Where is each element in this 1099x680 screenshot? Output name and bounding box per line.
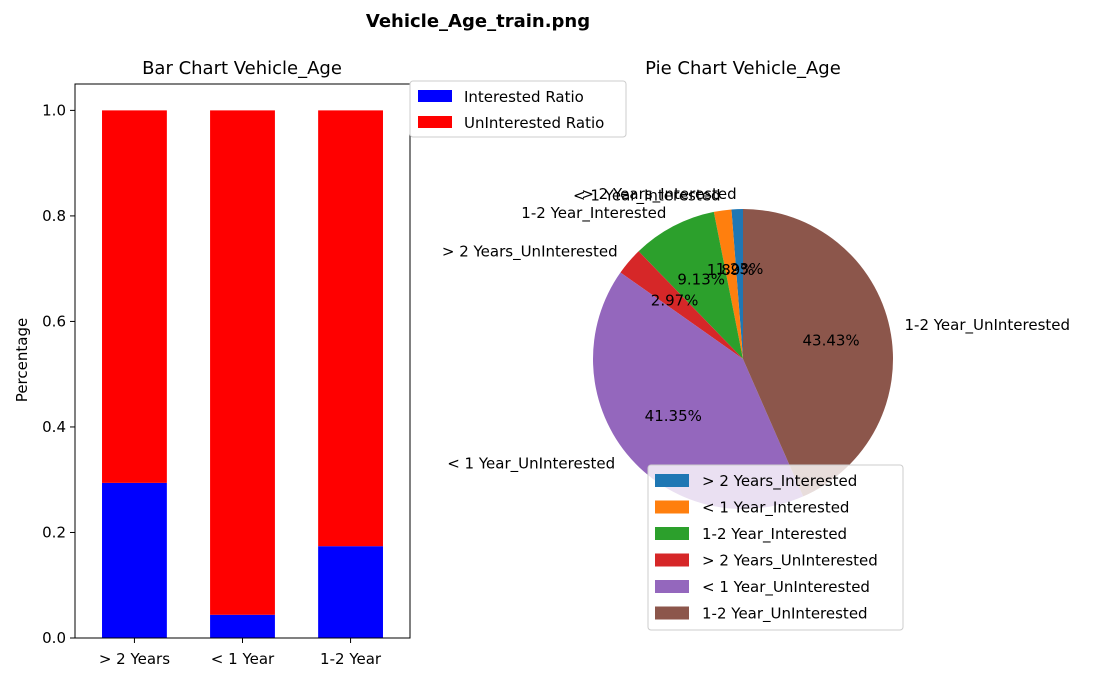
bar-legend-frame: [409, 80, 627, 138]
bar-chart: Bar Chart Vehicle_Age Percentage 0.00.20…: [13, 58, 411, 668]
pie-slice: [593, 272, 804, 509]
bar-uninterested: [210, 110, 275, 615]
pie-slice: [638, 211, 743, 359]
pie-legend-label: > 2 Years_UnInterested: [702, 552, 878, 571]
pie-legend-label: 1-2 Year_UnInterested: [702, 605, 868, 624]
pie-chart-title: Pie Chart Vehicle_Age: [645, 58, 841, 79]
pie-slices: [593, 209, 893, 509]
pie-legend-swatch: [655, 527, 689, 540]
pie-legend-swatch: [655, 553, 689, 567]
pie-legend-items: > 2 Years_Interested < 1 Year_Interested 1…: [655, 472, 878, 624]
pie-legend-label: 1-2 Year_Interested: [702, 525, 847, 544]
pie-slice: [731, 209, 743, 359]
pie-pct-label: 9.13%: [677, 270, 725, 288]
pie-labels: > 2 Years_Interested 1.23% < 1 Year_Intere…: [442, 185, 1070, 473]
legend-label-uninterested: UnInterested Ratio: [464, 114, 604, 132]
bar-uninterested: [102, 110, 167, 483]
pie-pct-label: 43.43%: [802, 332, 859, 350]
bar-interested: [318, 546, 383, 638]
pie-pct-label: 1.23%: [716, 260, 764, 278]
pie-legend-swatch: [655, 606, 689, 620]
pie-pct-label: 41.35%: [645, 407, 702, 425]
pie-slice: [620, 251, 743, 359]
pie-legend-label: < 1 Year_Interested: [702, 499, 849, 518]
y-tick-label: 0.4: [42, 418, 66, 436]
pie-slice-label: < 1 Year_Interested: [573, 187, 720, 206]
pie-legend: > 2 Years_Interested < 1 Year_Interested 1…: [647, 464, 904, 631]
legend-label-interested: Interested Ratio: [464, 88, 584, 106]
bar-marks: [102, 110, 383, 638]
pie-slice-label: 1-2 Year_UnInterested: [904, 316, 1070, 335]
x-tick-label: < 1 Year: [211, 650, 275, 668]
pie-slice-label: < 1 Year_UnInterested: [447, 454, 615, 473]
y-tick-label: 1.0: [42, 101, 66, 119]
bar-uninterested: [318, 110, 383, 547]
y-tick-label: 0.6: [42, 312, 66, 330]
pie-legend-swatch: [655, 500, 689, 514]
x-tick-label: > 2 Years: [99, 650, 170, 668]
pie-pct-label: 2.97%: [651, 291, 699, 309]
bar-y-ticks: 0.0 0.2 0.4 0.6 0.8 1.0: [42, 101, 75, 647]
pie-slice-label: 1-2 Year_Interested: [521, 204, 666, 223]
pie-legend-swatch: [655, 580, 689, 593]
pie-chart: Pie Chart Vehicle_Age > 2 Years_Interest…: [442, 58, 1070, 509]
pie-legend-swatch: [655, 474, 689, 487]
bar-interested: [210, 614, 275, 638]
pie-slice-label: > 2 Years_Interested: [581, 185, 736, 204]
pie-legend-label: > 2 Years_Interested: [702, 472, 857, 491]
bar-plot-frame: [74, 83, 411, 639]
pie-slice: [743, 209, 893, 497]
legend-swatch-interested: [418, 90, 452, 102]
bar-x-ticks: > 2 Years < 1 Year 1-2 Year: [99, 638, 382, 668]
pie-legend-frame: [647, 464, 904, 631]
pie-slice: [713, 209, 743, 359]
y-tick-label: 0.8: [42, 207, 66, 225]
bar-chart-ylabel: Percentage: [13, 318, 31, 402]
pie-legend-label: < 1 Year_UnInterested: [702, 578, 870, 597]
legend-swatch-uninterested: [418, 116, 452, 128]
pie-slice-label: > 2 Years_UnInterested: [442, 243, 618, 262]
bar-chart-title: Bar Chart Vehicle_Age: [142, 58, 342, 79]
pie-pct-label: 1.89%: [707, 261, 755, 279]
x-tick-label: 1-2 Year: [320, 650, 382, 668]
y-tick-label: 0.0: [42, 629, 66, 647]
figure-title: Vehicle_Age_train.png: [366, 11, 590, 32]
bar-interested: [102, 482, 167, 638]
y-tick-label: 0.2: [42, 523, 66, 541]
bar-legend: Interested Ratio UnInterested Ratio: [409, 80, 627, 138]
